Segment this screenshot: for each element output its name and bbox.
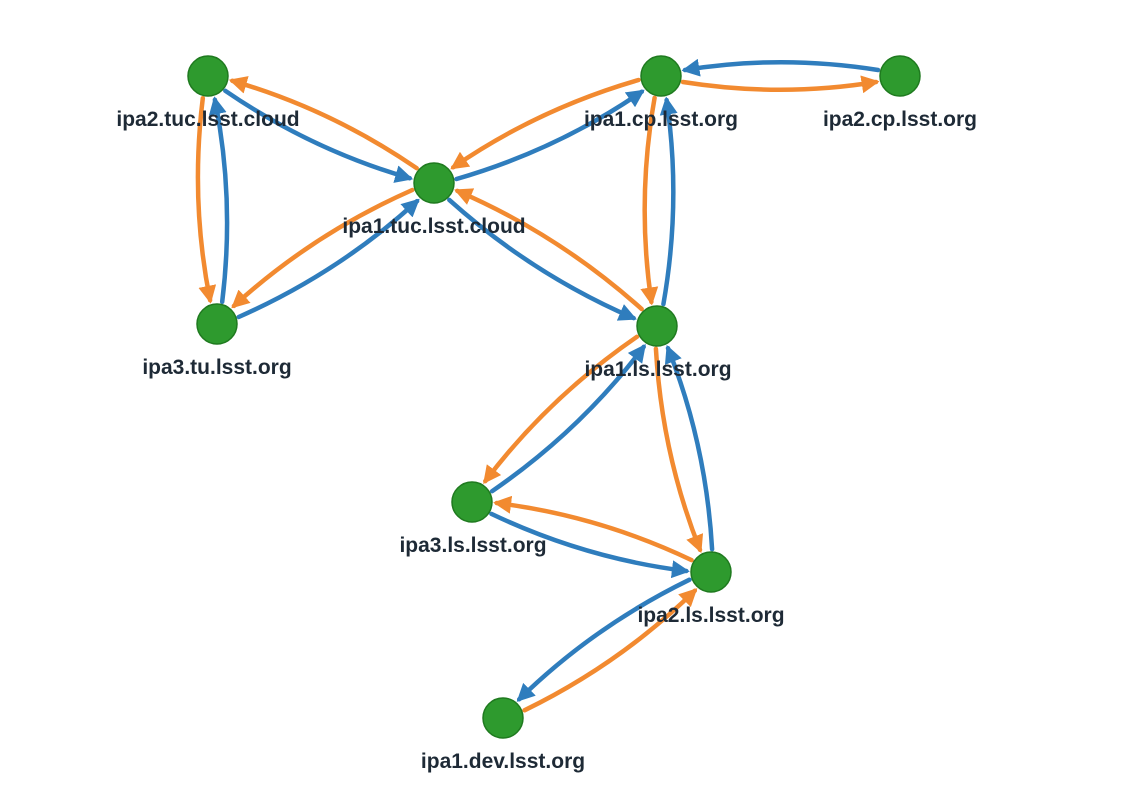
node-label-ipa1.ls.lsst.org: ipa1.ls.lsst.org <box>584 358 731 381</box>
node-label-ipa2.cp.lsst.org: ipa2.cp.lsst.org <box>823 108 977 131</box>
node-label-ipa3.ls.lsst.org: ipa3.ls.lsst.org <box>399 534 546 557</box>
edge-ipa1.ls.lsst.org-to-ipa3.ls.lsst.org <box>483 334 640 484</box>
node-ipa2.tuc.lsst.cloud[interactable] <box>187 55 229 97</box>
edge-ipa1.ls.lsst.org-to-ipa1.cp.lsst.org <box>659 96 678 307</box>
node-ipa1.dev.lsst.org[interactable] <box>482 697 524 739</box>
node-label-ipa1.cp.lsst.org: ipa1.cp.lsst.org <box>584 108 738 131</box>
node-ipa3.tu.lsst.org[interactable] <box>196 303 238 345</box>
node-label-ipa1.dev.lsst.org: ipa1.dev.lsst.org <box>421 750 585 773</box>
edge-ipa1.ls.lsst.org-to-ipa1.tuc.lsst.cloud <box>454 188 644 312</box>
edge-ipa1.cp.lsst.org-to-ipa1.tuc.lsst.cloud <box>450 77 641 170</box>
node-ipa1.tuc.lsst.cloud[interactable] <box>413 162 455 204</box>
node-label-ipa1.tuc.lsst.cloud: ipa1.tuc.lsst.cloud <box>342 215 525 238</box>
edge-ipa1.tuc.lsst.cloud-to-ipa3.tu.lsst.org <box>231 187 415 309</box>
edge-ipa2.ls.lsst.org-to-ipa3.ls.lsst.org <box>493 495 694 563</box>
edge-ipa1.tuc.lsst.cloud-to-ipa1.cp.lsst.org <box>454 89 645 182</box>
edge-ipa1.cp.lsst.org-to-ipa1.ls.lsst.org <box>640 95 659 306</box>
edge-ipa2.tuc.lsst.cloud-to-ipa1.tuc.lsst.cloud <box>223 88 414 183</box>
edge-ipa2.ls.lsst.org-to-ipa1.dev.lsst.org <box>516 577 692 702</box>
edge-ipa1.ls.lsst.org-to-ipa2.ls.lsst.org <box>653 346 704 554</box>
edge-ipa3.tu.lsst.org-to-ipa2.tuc.lsst.cloud <box>208 96 230 305</box>
node-ipa2.cp.lsst.org[interactable] <box>879 55 921 97</box>
edge-ipa1.dev.lsst.org-to-ipa2.ls.lsst.org <box>522 588 698 713</box>
edge-ipa2.ls.lsst.org-to-ipa1.ls.lsst.org <box>664 344 715 552</box>
node-ipa2.ls.lsst.org[interactable] <box>690 551 732 593</box>
edge-ipa1.cp.lsst.org-to-ipa2.cp.lsst.org <box>680 75 880 94</box>
edge-ipa3.tu.lsst.org-to-ipa1.tuc.lsst.cloud <box>236 198 420 320</box>
edge-ipa3.ls.lsst.org-to-ipa1.ls.lsst.org <box>489 344 646 494</box>
edge-ipa2.tuc.lsst.cloud-to-ipa3.tu.lsst.org <box>195 95 217 304</box>
node-label-ipa2.ls.lsst.org: ipa2.ls.lsst.org <box>637 604 784 627</box>
edge-ipa1.tuc.lsst.cloud-to-ipa2.tuc.lsst.cloud <box>228 76 419 171</box>
node-ipa3.ls.lsst.org[interactable] <box>451 481 493 523</box>
node-label-ipa3.tu.lsst.org: ipa3.tu.lsst.org <box>142 356 291 379</box>
edge-ipa1.tuc.lsst.cloud-to-ipa1.ls.lsst.org <box>447 197 637 321</box>
edges-layer <box>195 58 881 713</box>
labels-layer: ipa2.tuc.lsst.cloud ipa1.tuc.lsst.cloud ip… <box>116 108 977 773</box>
node-ipa1.cp.lsst.org[interactable] <box>640 55 682 97</box>
edge-ipa3.ls.lsst.org-to-ipa2.ls.lsst.org <box>489 511 690 579</box>
edge-ipa2.cp.lsst.org-to-ipa1.cp.lsst.org <box>681 58 881 77</box>
nodes-layer <box>187 55 921 739</box>
node-label-ipa2.tuc.lsst.cloud: ipa2.tuc.lsst.cloud <box>116 108 299 131</box>
node-ipa1.ls.lsst.org[interactable] <box>636 305 678 347</box>
